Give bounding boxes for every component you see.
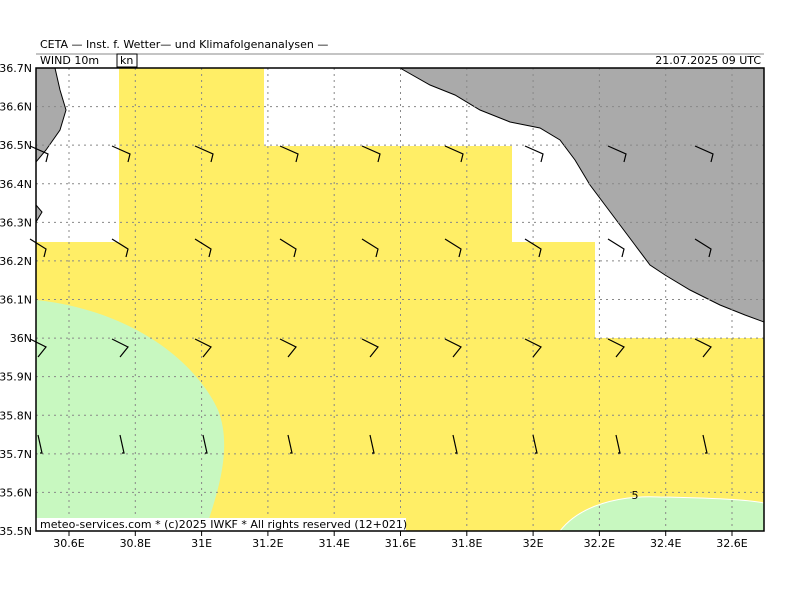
wind-barb — [119, 434, 125, 454]
contour — [559, 496, 765, 532]
lat-label: 36.6N — [0, 101, 32, 114]
wind-barb — [444, 238, 462, 258]
calm-area — [560, 496, 764, 531]
lat-label: 36.3N — [0, 216, 32, 229]
wind-barb — [607, 338, 625, 358]
contour-label: 5 — [632, 489, 639, 502]
lat-label: 35.9N — [0, 371, 32, 384]
lon-label: 32.6E — [716, 537, 747, 550]
wind-barb — [524, 338, 542, 358]
wind-barb — [694, 145, 714, 163]
lon-label: 31.2E — [252, 537, 283, 550]
lat-label: 35.6N — [0, 486, 32, 499]
calm-area — [36, 300, 225, 531]
wind-barb — [369, 434, 375, 454]
lat-label: 36.5N — [0, 139, 32, 152]
lat-label: 35.7N — [0, 448, 32, 461]
wind-barb — [702, 434, 708, 454]
wind-barb — [111, 238, 129, 258]
wind-barb — [615, 434, 621, 454]
lon-label: 32.4E — [650, 537, 681, 550]
lon-label: 32.2E — [584, 537, 615, 550]
wind-barb — [361, 238, 379, 258]
valid-time: 21.07.2025 09 UTC — [655, 54, 761, 67]
lat-label: 36.1N — [0, 294, 32, 307]
lon-label: 31.4E — [318, 537, 349, 550]
wind-barb — [194, 238, 212, 258]
lon-label: 32E — [523, 537, 544, 550]
lat-label: 36.7N — [0, 62, 32, 75]
field-unit: kn — [120, 54, 133, 67]
wind-barb — [279, 338, 297, 358]
lat-label: 36N — [10, 332, 32, 345]
lon-label: 31.8E — [451, 537, 482, 550]
lat-label: 36.4N — [0, 178, 32, 191]
wind-barb — [694, 238, 712, 258]
lat-label: 36.2N — [0, 255, 32, 268]
footer: meteo-services.com * (c)2025 IWKF * All … — [40, 518, 407, 531]
map-area: 5 meteo-services.com * (c)2025 IWKF * Al… — [29, 67, 765, 532]
lat-label: 35.8N — [0, 409, 32, 422]
wind-barb — [37, 434, 43, 454]
wind-barb — [444, 145, 464, 163]
wind-barb — [194, 338, 212, 358]
wind-barb — [111, 338, 129, 358]
land — [398, 67, 765, 323]
wind-barb — [524, 145, 544, 163]
wind-barb — [452, 434, 458, 454]
wind-barb — [524, 238, 542, 258]
wind-barb — [279, 238, 297, 258]
lon-label: 31E — [191, 537, 212, 550]
lon-label: 30.6E — [53, 537, 84, 550]
wind-barb — [279, 145, 299, 163]
wind-barb — [361, 338, 379, 358]
lon-label: 31.6E — [385, 537, 416, 550]
wind-barb — [202, 434, 208, 454]
wind-barb — [607, 238, 625, 258]
wind-barb — [361, 145, 381, 163]
wind-barb — [607, 145, 627, 163]
field-name: WIND 10m — [40, 54, 99, 67]
wind-barb — [532, 434, 538, 454]
header-title: CETA — Inst. f. Wetter— und Klimafolgena… — [40, 38, 328, 51]
lat-label: 35.5N — [0, 525, 32, 538]
wind-barb — [444, 338, 462, 358]
land — [35, 67, 67, 164]
unit-box — [116, 53, 138, 68]
wind-barb — [111, 145, 131, 163]
footer-bg — [36, 518, 406, 531]
lon-label: 30.8E — [120, 537, 151, 550]
wind-barb — [194, 145, 214, 163]
wind-barb — [287, 434, 293, 454]
wind-barb — [694, 338, 712, 358]
